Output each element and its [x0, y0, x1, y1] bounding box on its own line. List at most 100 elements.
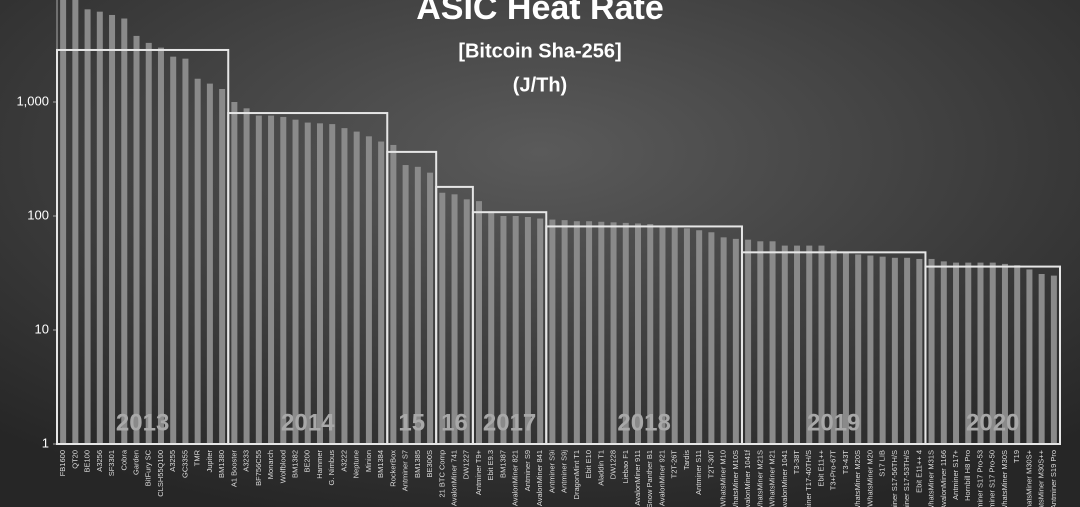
x-tick-label: Antminer S9: [523, 450, 532, 491]
x-tick-label: BM1387: [498, 450, 507, 478]
group-label: 16: [441, 409, 468, 436]
bar: [891, 257, 898, 444]
x-tick-label: WhatsMiner M31S: [927, 450, 936, 507]
bar: [255, 115, 262, 444]
bar: [1026, 269, 1033, 444]
chart-subtitle: [Bitcoin Sha-256]: [458, 40, 621, 62]
x-tick-label: BE100: [83, 450, 92, 473]
x-tick-label: RockerBox: [388, 450, 397, 487]
x-tick-label: Antminer S17-53TH/S: [902, 450, 911, 507]
x-tick-label: T2T-26T: [670, 450, 679, 479]
bar: [842, 252, 849, 444]
x-tick-label: BM1380: [217, 450, 226, 478]
bar: [830, 250, 837, 444]
bar: [671, 227, 678, 444]
bar: [96, 11, 103, 444]
x-tick-label: AvalonMiner 1041: [780, 450, 789, 507]
bar: [206, 83, 213, 444]
x-tick-label: WhatsMiner M20S: [853, 450, 862, 507]
x-tick-label: Antminer S11: [694, 450, 703, 495]
bar: [341, 128, 348, 444]
x-tick-label: DragonMint T1: [572, 450, 581, 499]
bar: [353, 131, 360, 445]
group-label: 2019: [807, 409, 860, 436]
x-tick-label: 21 BTC Comp: [437, 450, 446, 498]
bar: [439, 192, 446, 444]
bar: [500, 216, 507, 444]
x-tick-label: AvalonMiner 1041f: [743, 449, 752, 507]
x-tick-label: Ebit E10: [584, 450, 593, 478]
x-tick-label: BF756C55: [254, 450, 263, 486]
x-tick-label: Snow Panther B1: [645, 450, 654, 507]
bar: [292, 119, 299, 445]
bar: [953, 262, 960, 444]
bar: [72, 0, 79, 445]
bar: [157, 47, 164, 444]
bar: [940, 261, 947, 444]
x-tick-label: WhatsMiner M10: [719, 450, 728, 507]
x-tick-label: Hornbill H8 Pro: [963, 450, 972, 501]
x-tick-label: Antminer S17+: [951, 449, 960, 499]
unit-label: (J/Th): [513, 74, 567, 96]
bar: [121, 18, 128, 444]
x-tick-label: BM1385: [413, 450, 422, 478]
x-tick-label: Antminer S17 Pro-53: [975, 450, 984, 507]
bar: [598, 221, 605, 444]
bar: [414, 166, 421, 444]
bar: [732, 238, 739, 444]
x-tick-label: G. Nimbus: [327, 450, 336, 486]
bar: [316, 123, 323, 444]
bar: [696, 230, 703, 444]
x-tick-label: A3222: [339, 450, 348, 472]
bar: [537, 218, 544, 444]
bar: [757, 241, 764, 444]
bar: [586, 221, 593, 444]
bar: [622, 222, 629, 444]
bar: [194, 78, 201, 445]
x-tick-label: T2T-30T: [706, 450, 715, 479]
group-label: 2014: [281, 409, 335, 436]
x-tick-label: BitFury SC: [144, 449, 153, 486]
bar: [84, 9, 91, 444]
x-tick-label: Hammer: [315, 450, 324, 479]
bar: [402, 165, 409, 444]
x-tick-label: T3+Pro-67T: [829, 450, 838, 491]
bar: [989, 262, 996, 444]
group-label: 15: [398, 409, 425, 436]
plot: 1 10 100 1,000 FB1600 QT20 BE100 A3256 SF3301 Cob…: [16, 0, 1062, 507]
x-tick-label: AvalonMiner 921: [657, 450, 666, 506]
x-tick-label: Antminer S9j: [560, 450, 569, 493]
bar: [463, 199, 470, 444]
bar: [708, 232, 715, 444]
bar: [855, 254, 862, 444]
group-label: 2018: [617, 409, 670, 436]
x-tick-label: S17 LIB: [878, 450, 887, 477]
x-tick-label: WhatsMiner M30S+: [1024, 449, 1033, 507]
bar: [818, 245, 825, 444]
x-tick-label: Monarch: [266, 450, 275, 479]
bar: [170, 56, 177, 445]
bar: [390, 144, 397, 444]
x-tick-label: TMR: [193, 449, 202, 466]
x-tick-label: Ebit E9.3: [486, 450, 495, 480]
bar: [561, 220, 568, 444]
bar: [329, 124, 336, 444]
average-box: [924, 265, 1062, 445]
bar: [219, 89, 226, 444]
bar: [145, 42, 152, 445]
x-tick-label: A3255: [168, 450, 177, 472]
x-tick-label: Garden: [131, 450, 140, 475]
bar: [133, 35, 140, 445]
y-tick-label: 1,000: [16, 93, 49, 108]
x-tick-label: FB1600: [58, 450, 67, 476]
bar: [182, 58, 189, 445]
x-tick-label: AvalonMiner 911: [633, 450, 642, 506]
bar: [427, 172, 434, 444]
x-tick-label: WhatsMiner M30S: [1000, 450, 1009, 507]
group-label: 2013: [116, 409, 169, 436]
x-tick-label: Antminer S17 Pro-50: [988, 450, 997, 507]
bar: [280, 116, 287, 444]
bar: [378, 141, 385, 445]
x-tick-label: Cobra: [119, 449, 128, 470]
